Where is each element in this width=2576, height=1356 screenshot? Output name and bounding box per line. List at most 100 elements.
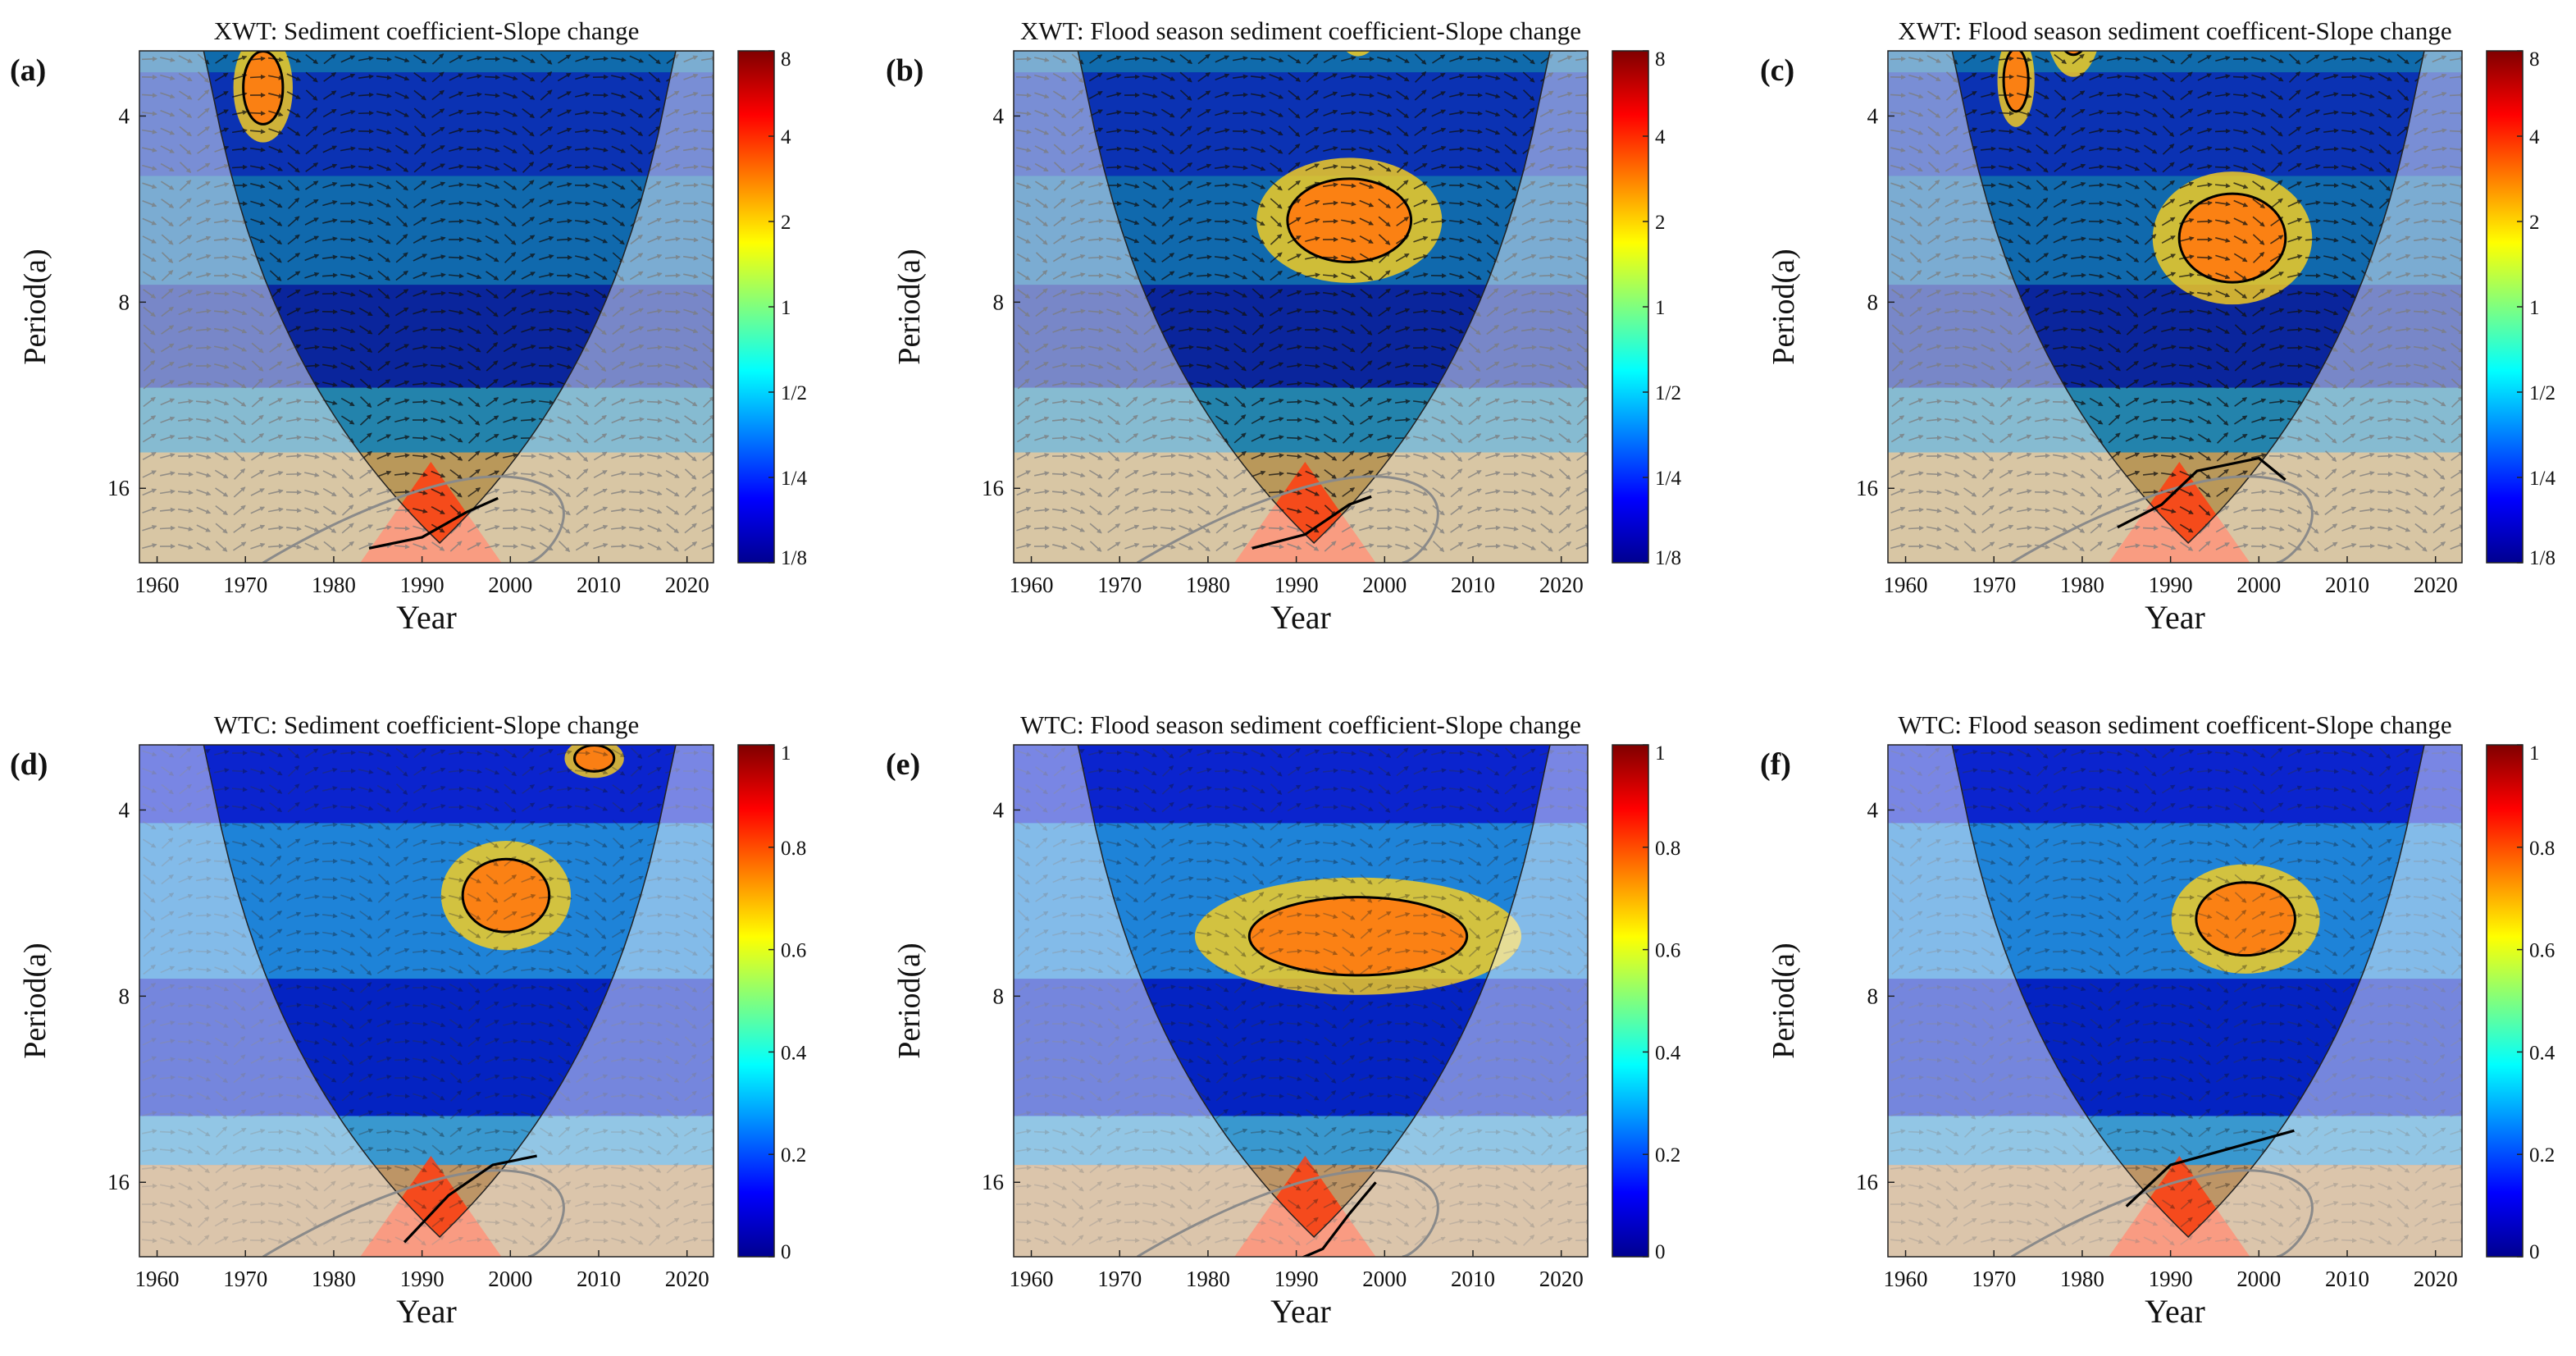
colorbar-tick-label: 2 [781, 212, 791, 234]
x-tick-label: 2000 [1362, 573, 1407, 597]
x-tick-label: 1960 [1010, 573, 1054, 597]
panel-title: XWT: Sediment coefficient-Slope change [214, 16, 640, 45]
panel-b: 1960 1970 1980 1990 2000 2010 2020 4 8 16 XWT: Flo… [886, 16, 1681, 636]
panel-letter: (d) [10, 747, 48, 782]
x-tick-label: 1980 [2060, 573, 2104, 597]
y-tick-label: 8 [993, 984, 1005, 1008]
colorbar-tick-label: 1/8 [1655, 547, 1681, 569]
panel-d: 1960 1970 1980 1990 2000 2010 2020 4 8 16 WTC: Sed… [10, 710, 807, 1330]
colorbar [737, 744, 775, 1258]
panel-e: 1960 1970 1980 1990 2000 2010 2020 4 8 16 WTC: Flo… [886, 710, 1681, 1330]
x-tick-label: 2010 [2325, 1267, 2369, 1291]
y-tick-label: 16 [107, 476, 130, 500]
x-tick-label: 1990 [1274, 1267, 1319, 1291]
panel-title: WTC: Flood season sediment coefficent-Sl… [1898, 710, 2451, 739]
x-tick-label: 2010 [577, 1267, 621, 1291]
colorbar-tick-label: 1/2 [2529, 382, 2555, 404]
y-axis-label: Period(a) [892, 943, 927, 1058]
x-tick-label: 1980 [1186, 1267, 1230, 1291]
y-axis-label: Period(a) [18, 249, 52, 364]
y-axis-label: Period(a) [892, 249, 927, 364]
colorbar-tick-label: 0.6 [1655, 940, 1680, 962]
colorbar-tick-label: 0 [781, 1241, 791, 1263]
colorbar-tick-label: 0.8 [2529, 838, 2555, 860]
panel-title: XWT: Flood season sediment coefficent-Sl… [1898, 16, 2451, 45]
colorbar-tick-label: 1/8 [781, 547, 807, 569]
panel-a: 1960 1970 1980 1990 2000 2010 2020 4 8 16 XWT: Sed… [10, 16, 807, 636]
panel-letter: (f) [1760, 747, 1791, 782]
x-tick-label: 1980 [1186, 573, 1230, 597]
x-tick-label: 1990 [1274, 573, 1319, 597]
y-tick-label: 8 [1867, 290, 1879, 314]
panel-f: 1960 1970 1980 1990 2000 2010 2020 4 8 16 WTC: Flo… [1760, 710, 2555, 1330]
x-axis-label: Year [396, 599, 457, 636]
y-tick-label: 8 [993, 290, 1005, 314]
colorbar-tick-label: 0.4 [781, 1042, 807, 1064]
colorbar-tick-label: 1/4 [781, 468, 807, 490]
y-tick-label: 16 [107, 1170, 130, 1194]
panel-letter: (e) [886, 747, 920, 782]
colorbar-tick-label: 0.2 [1655, 1144, 1680, 1167]
panel-title: WTC: Flood season sediment coefficient-S… [1020, 710, 1581, 739]
colorbar-tick-label: 2 [2529, 212, 2540, 234]
colorbar-tick-label: 1/8 [2529, 547, 2555, 569]
colorbar-tick-label: 1 [1655, 297, 1666, 319]
y-tick-label: 16 [982, 1170, 1004, 1194]
colorbar-tick-label: 0.2 [2529, 1144, 2555, 1167]
panel-c: 1960 1970 1980 1990 2000 2010 2020 4 8 16 XWT: Flo… [1760, 16, 2555, 636]
colorbar-tick-label: 0.8 [1655, 838, 1680, 860]
x-tick-label: 1970 [1097, 573, 1142, 597]
x-tick-label: 2020 [1539, 573, 1584, 597]
x-axis-label: Year [1270, 599, 1331, 636]
x-tick-label: 2020 [665, 1267, 709, 1291]
y-tick-label: 16 [1856, 1170, 1878, 1194]
y-tick-label: 8 [119, 984, 130, 1008]
colorbar-tick-label: 4 [1655, 126, 1666, 148]
x-axis-label: Year [2145, 1293, 2205, 1330]
y-tick-label: 4 [119, 103, 130, 128]
x-tick-label: 2020 [1539, 1267, 1584, 1291]
colorbar-tick-label: 8 [781, 48, 791, 71]
x-tick-label: 2010 [1451, 573, 1495, 597]
colorbar [2486, 744, 2524, 1258]
colorbar-tick-label: 1 [781, 742, 791, 765]
x-tick-label: 2010 [2325, 573, 2369, 597]
x-tick-label: 2010 [577, 573, 621, 597]
x-tick-label: 2000 [488, 1267, 532, 1291]
x-axis-label: Year [2145, 599, 2205, 636]
x-tick-label: 1990 [2149, 1267, 2193, 1291]
x-tick-label: 1970 [223, 573, 267, 597]
colorbar [1612, 744, 1649, 1258]
colorbar-tick-label: 2 [1655, 212, 1666, 234]
x-tick-label: 1990 [400, 1267, 445, 1291]
x-tick-label: 1970 [1972, 1267, 2016, 1291]
x-tick-label: 2020 [2414, 573, 2458, 597]
colorbar-tick-label: 8 [2529, 48, 2540, 71]
y-tick-label: 16 [982, 476, 1004, 500]
y-tick-label: 4 [993, 797, 1005, 822]
colorbar-tick-label: 1 [2529, 742, 2540, 765]
x-tick-label: 1970 [223, 1267, 267, 1291]
x-tick-label: 2000 [2236, 1267, 2281, 1291]
x-tick-label: 1960 [1884, 573, 1928, 597]
colorbar-tick-label: 0.4 [2529, 1042, 2555, 1064]
colorbar-tick-label: 0.6 [2529, 940, 2555, 962]
panel-letter: (b) [886, 53, 923, 88]
x-axis-label: Year [396, 1293, 457, 1330]
colorbar-tick-label: 4 [2529, 126, 2540, 148]
y-axis-label: Period(a) [18, 943, 52, 1058]
panel-title: XWT: Flood season sediment coefficient-S… [1020, 16, 1581, 45]
x-tick-label: 2000 [1362, 1267, 1407, 1291]
y-tick-label: 4 [1867, 103, 1879, 128]
x-tick-label: 1960 [1010, 1267, 1054, 1291]
colorbar-tick-label: 0.2 [781, 1144, 806, 1167]
x-tick-label: 1970 [1097, 1267, 1142, 1291]
colorbar-tick-label: 1/4 [1655, 468, 1681, 490]
colorbar-tick-label: 0 [1655, 1241, 1666, 1263]
x-tick-label: 1960 [1884, 1267, 1928, 1291]
colorbar-tick-label: 1 [781, 297, 791, 319]
y-tick-label: 4 [993, 103, 1005, 128]
y-tick-label: 4 [1867, 797, 1879, 822]
x-tick-label: 1980 [312, 1267, 356, 1291]
